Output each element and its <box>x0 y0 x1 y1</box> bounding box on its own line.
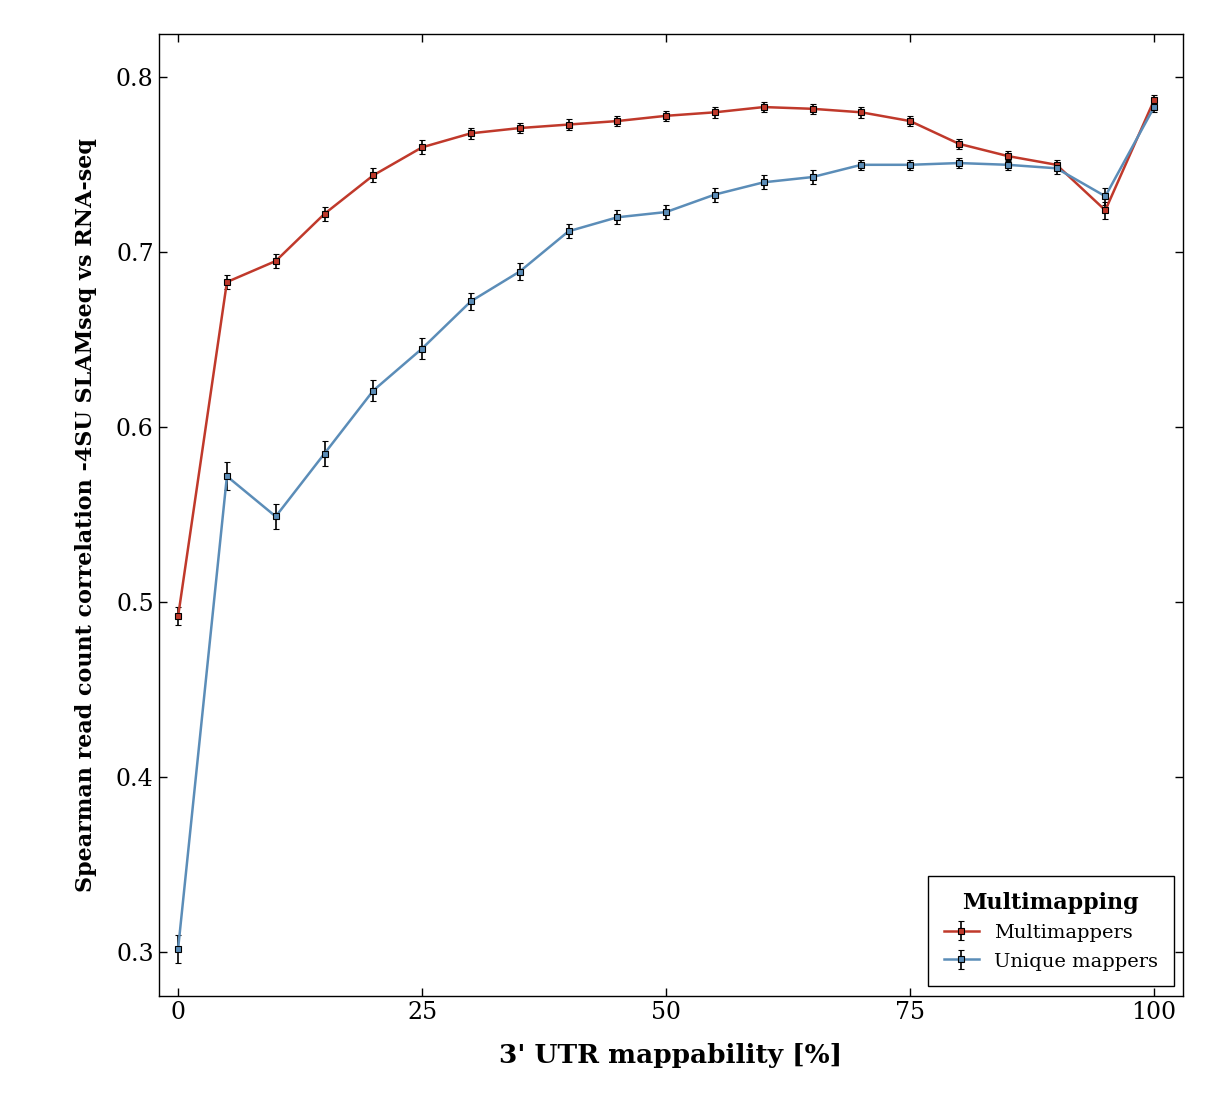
Y-axis label: Spearman read count correlation -4SU SLAMseq vs RNA-seq: Spearman read count correlation -4SU SLA… <box>74 138 96 892</box>
Legend: Multimappers, Unique mappers: Multimappers, Unique mappers <box>928 876 1174 986</box>
X-axis label: 3' UTR mappability [%]: 3' UTR mappability [%] <box>499 1043 843 1069</box>
